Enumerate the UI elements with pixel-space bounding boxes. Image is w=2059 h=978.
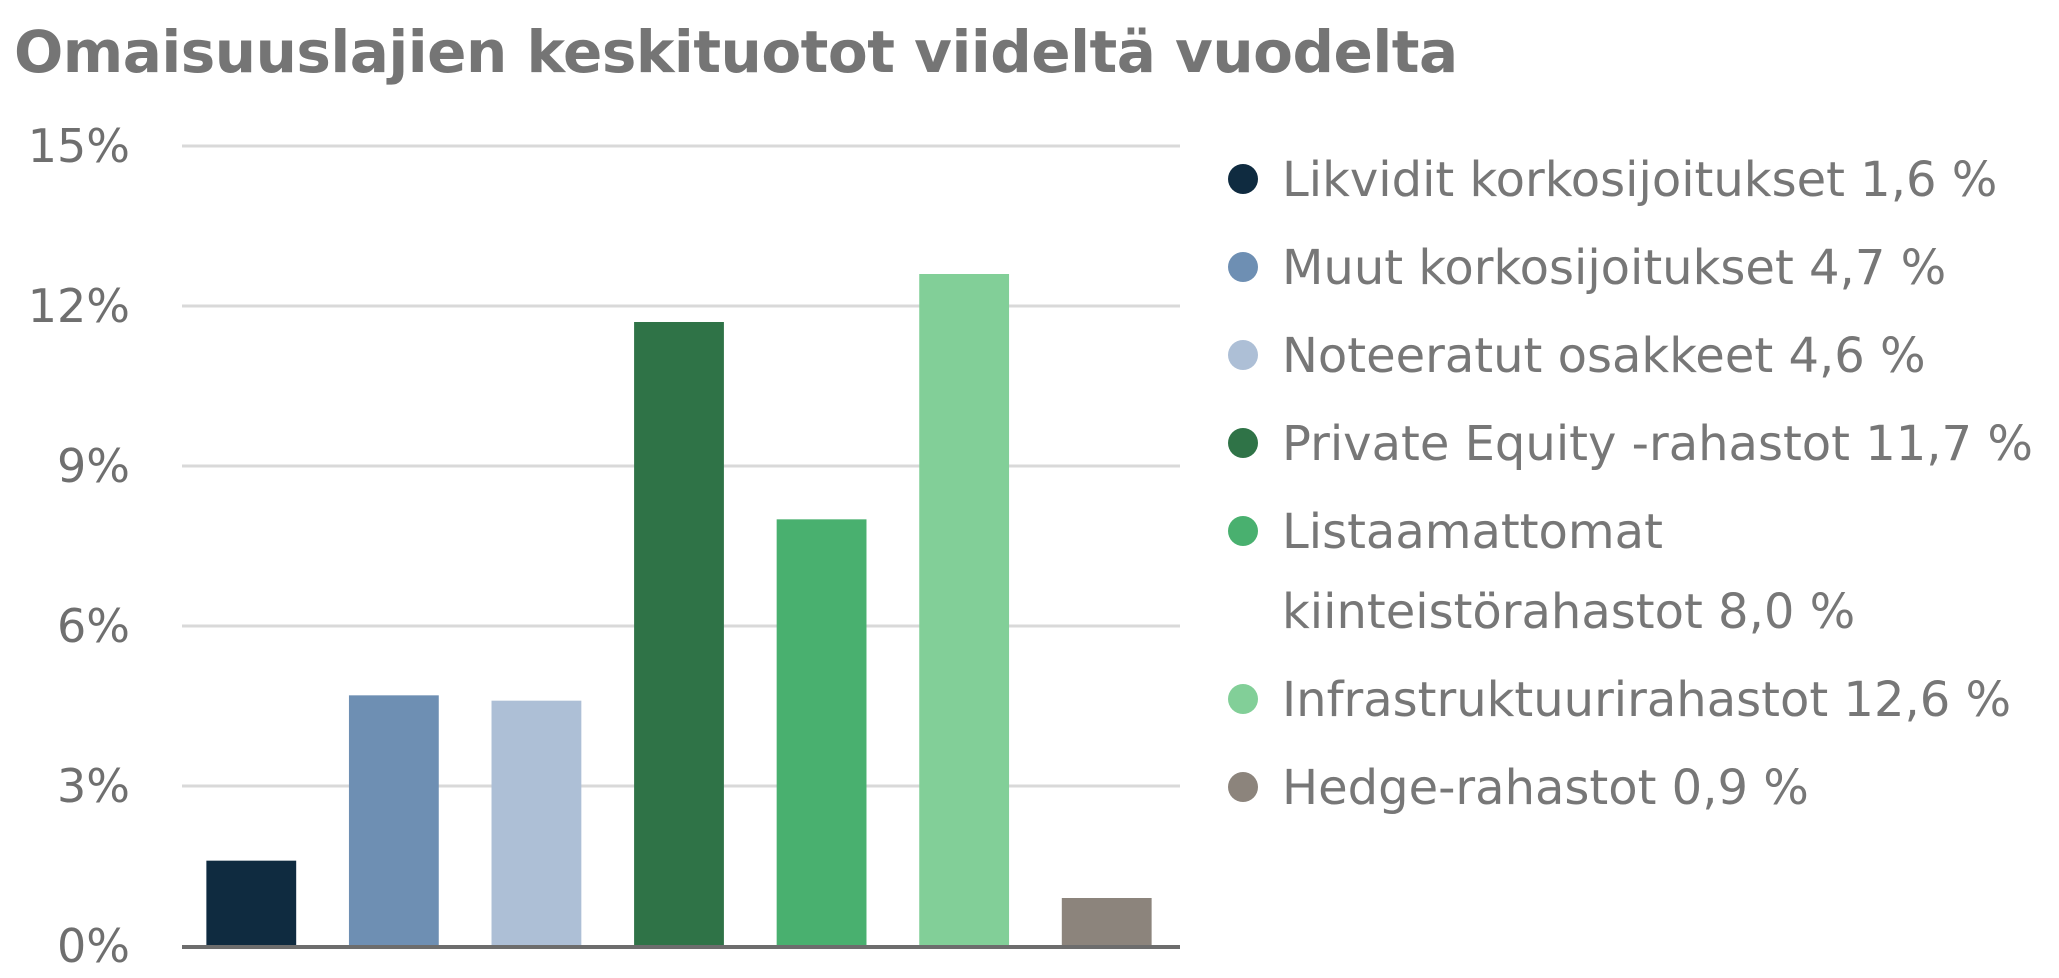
legend-swatch — [1228, 164, 1258, 194]
legend: Likvidit korkosijoitukset 1,6 % Muut kor… — [1222, 140, 2042, 836]
legend-label: Private Equity -rahastot 11,7 % — [1282, 416, 2033, 472]
bar — [776, 519, 867, 946]
legend-item-noteeratut: Noteeratut osakkeet 4,6 % — [1222, 316, 2042, 396]
bar — [919, 274, 1010, 946]
y-tick-label: 3% — [57, 759, 130, 813]
legend-item-infrastruktuuri: Infrastruktuurirahastot 12,6 % — [1222, 660, 2042, 740]
chart-title: Omaisuuslajien keskituotot viideltä vuod… — [14, 18, 1458, 86]
bar — [491, 700, 582, 946]
y-tick-label: 0% — [57, 919, 130, 973]
y-tick-label: 15% — [28, 119, 130, 173]
legend-swatch — [1228, 516, 1258, 546]
legend-item-muut-korko: Muut korkosijoitukset 4,7 % — [1222, 228, 2042, 308]
y-tick-label: 12% — [28, 279, 130, 333]
legend-label: Likvidit korkosijoitukset 1,6 % — [1282, 152, 1998, 208]
legend-label: Hedge-rahastot 0,9 % — [1282, 760, 1809, 816]
bar — [1061, 898, 1152, 946]
legend-label: Listaamattomat kiinteistörahastot 8,0 % — [1282, 504, 1856, 640]
bar-chart: 0% 3% 6% 9% 12% 15% — [28, 119, 1180, 973]
legend-item-private-equity: Private Equity -rahastot 11,7 % — [1222, 404, 2042, 484]
legend-item-likvidit: Likvidit korkosijoitukset 1,6 % — [1222, 140, 2042, 220]
y-tick-label: 9% — [57, 439, 130, 493]
bar — [348, 695, 439, 946]
legend-swatch — [1228, 772, 1258, 802]
legend-label: Infrastruktuurirahastot 12,6 % — [1282, 672, 2012, 728]
legend-item-kiinteisto: Listaamattomat kiinteistörahastot 8,0 % — [1222, 492, 1922, 652]
bar — [206, 860, 297, 946]
legend-swatch — [1228, 428, 1258, 458]
legend-swatch — [1228, 340, 1258, 370]
legend-label: Noteeratut osakkeet 4,6 % — [1282, 328, 1926, 384]
legend-swatch — [1228, 252, 1258, 282]
legend-swatch — [1228, 684, 1258, 714]
y-tick-label: 6% — [57, 599, 130, 653]
legend-item-hedge: Hedge-rahastot 0,9 % — [1222, 748, 2042, 828]
bar — [634, 322, 724, 946]
legend-label: Muut korkosijoitukset 4,7 % — [1282, 240, 1947, 296]
